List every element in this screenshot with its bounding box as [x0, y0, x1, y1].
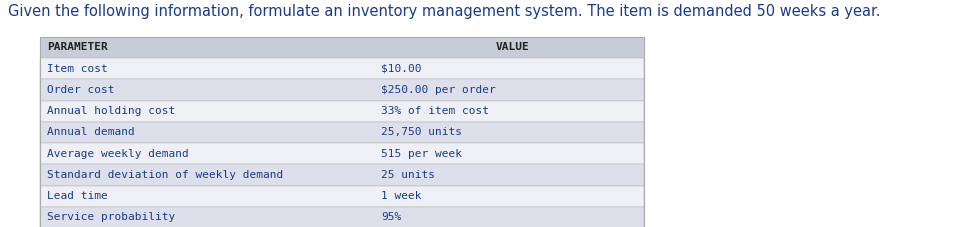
Bar [41, 37, 644, 227]
Text: Service probability: Service probability [46, 212, 175, 222]
Bar [41, 37, 644, 58]
Text: $250.00 per order: $250.00 per order [381, 85, 497, 95]
Bar [41, 185, 644, 207]
Text: Standard deviation of weekly demand: Standard deviation of weekly demand [46, 170, 284, 180]
Bar [41, 79, 644, 101]
Bar [41, 101, 644, 122]
Text: Annual demand: Annual demand [46, 127, 135, 137]
Text: Given the following information, formulate an inventory management system. The i: Given the following information, formula… [9, 5, 881, 20]
Text: 33% of item cost: 33% of item cost [381, 106, 490, 116]
Text: Order cost: Order cost [46, 85, 114, 95]
Text: Item cost: Item cost [46, 64, 107, 74]
Text: Lead time: Lead time [46, 191, 107, 201]
Bar [41, 164, 644, 185]
Bar [41, 122, 644, 143]
Bar [41, 58, 644, 79]
Text: Annual holding cost: Annual holding cost [46, 106, 175, 116]
Bar [41, 143, 644, 164]
Text: PARAMETER: PARAMETER [46, 42, 107, 52]
Text: 515 per week: 515 per week [381, 149, 463, 159]
Text: VALUE: VALUE [496, 42, 529, 52]
Text: 1 week: 1 week [381, 191, 422, 201]
Text: 25,750 units: 25,750 units [381, 127, 463, 137]
Bar [41, 207, 644, 227]
Text: 95%: 95% [381, 212, 402, 222]
Text: Average weekly demand: Average weekly demand [46, 149, 189, 159]
Text: 25 units: 25 units [381, 170, 436, 180]
Text: $10.00: $10.00 [381, 64, 422, 74]
